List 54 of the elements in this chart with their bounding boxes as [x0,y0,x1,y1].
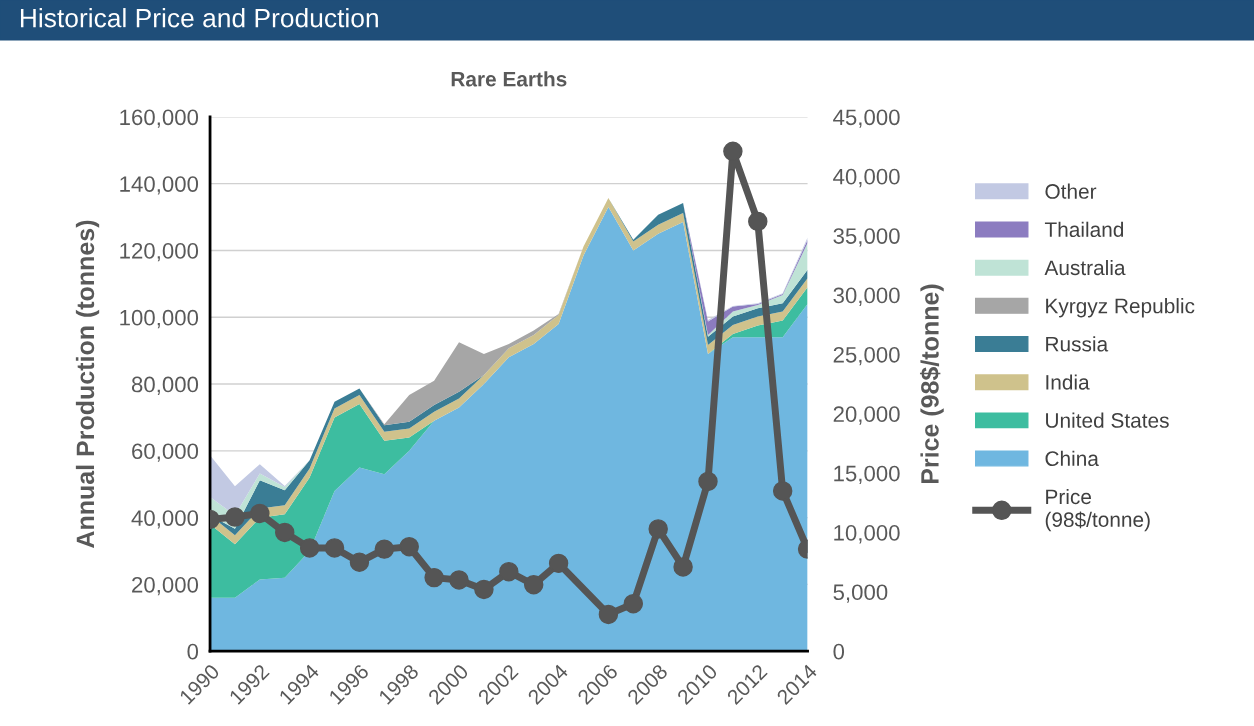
y2-tick-label: 25,000 [833,346,900,366]
point [523,575,544,595]
legend-label: China [1045,450,1099,467]
legend-label: Price (98$/tonne) [1045,488,1150,532]
y-tick-label: 60,000 [132,443,199,462]
point [474,579,494,600]
point [424,567,444,588]
legend-label: Australia [1044,259,1126,276]
chart-title: Historical Price and Production [20,8,378,28]
legend-label: Thailand [1044,221,1124,238]
y-tick-label: 140,000 [120,176,199,195]
y-tick-label: 40,000 [131,510,199,529]
y2-tick-label: 15,000 [834,465,900,485]
y2-tick-label: 40,000 [833,168,900,188]
point [698,471,718,492]
y-tick-label: 160,000 [120,109,199,128]
point [299,538,320,558]
y-tick-label: 100,000 [120,309,199,329]
y2-tick-label: 30,000 [833,287,900,306]
y-tick-label: 20,000 [132,576,199,596]
point [723,141,743,162]
y-tick-label: 80,000 [131,376,199,395]
y-tick-label: 0 [187,643,199,660]
y2-tick-label: 45,000 [833,109,900,128]
point [499,561,519,582]
y2-tick-label: 35,000 [833,228,900,247]
point [548,553,569,574]
point [648,519,668,539]
point [449,570,469,590]
y2-tick-label: 5,000 [833,584,888,603]
y2-tick-label: 20,000 [833,406,900,425]
y-axis-title: Annual Production (tonnes) [75,220,100,548]
legend-label: United States [1046,412,1169,428]
legend-label: Other [1045,183,1097,199]
point [349,552,370,572]
point [324,538,345,558]
chart-subtitle: Rare Earths [451,71,567,87]
point [623,594,644,614]
point [225,507,245,527]
legend-label: Russia [1046,336,1109,352]
point [374,539,395,559]
point [748,211,768,232]
point [598,604,619,625]
y2-axis-title: Price (98$/tonne) [919,284,944,484]
point [399,537,419,557]
point [673,557,693,577]
legend-label: India [1046,374,1090,390]
legend-label: Kyrgyz Republic [1046,298,1195,318]
y-tick-label: 120,000 [120,243,199,262]
point [250,503,270,524]
y2-tick-label: 0 [833,643,845,660]
point [772,481,793,501]
y2-tick-label: 10,000 [834,525,900,544]
point [275,522,295,543]
